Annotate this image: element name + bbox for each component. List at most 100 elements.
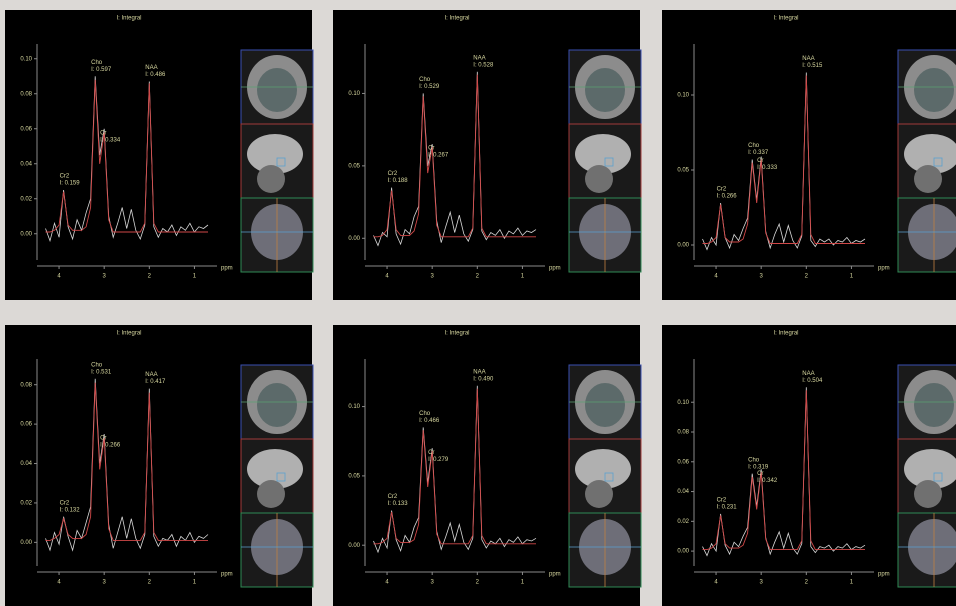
y-tick-label: 0.10 [677, 400, 689, 406]
y-tick-label: 0.04 [20, 161, 32, 167]
chart-title: I: Integral [116, 331, 141, 337]
brain-stem [257, 480, 285, 508]
y-tick-label: 0.00 [20, 231, 32, 237]
peak-integral: I: 0.279 [428, 457, 449, 463]
localizer-image [569, 124, 641, 198]
peak-label: Cho [419, 411, 431, 417]
localizer-image [569, 50, 641, 124]
chart-title: I: Integral [444, 16, 469, 22]
localizer-image [569, 198, 641, 272]
peak-integral: I: 0.333 [757, 165, 778, 171]
peak-label: Cr2 [388, 494, 398, 500]
brain-inner [257, 383, 297, 427]
y-tick-label: 0.05 [677, 168, 689, 174]
peak-label: Cr2 [717, 497, 727, 503]
localizer-image [241, 198, 313, 272]
peak-label: NAA [802, 371, 814, 377]
brain-stem [585, 165, 613, 193]
y-tick-label: 0.02 [677, 519, 689, 525]
chart-title: I: Integral [773, 331, 798, 337]
y-tick-label: 0.00 [348, 543, 360, 549]
peak-label: Cho [748, 457, 760, 463]
localizer-image [241, 365, 313, 439]
brain-inner [914, 68, 954, 112]
brain-inner [914, 383, 954, 427]
brain-stem [585, 480, 613, 508]
peak-integral: I: 0.531 [91, 369, 112, 375]
y-tick-label: 0.06 [677, 459, 689, 465]
panel: I: Integral0.000.050.104321ppmCr2I: 0.18… [333, 10, 641, 300]
localizer-image [898, 198, 956, 272]
y-tick-label: 0.04 [20, 461, 32, 467]
localizer-image [898, 439, 956, 513]
localizer-image [898, 513, 956, 587]
peak-integral: I: 0.417 [145, 379, 166, 385]
y-tick-label: 0.06 [20, 422, 32, 428]
brain-inner [585, 383, 625, 427]
y-tick-label: 0.08 [677, 430, 689, 436]
peak-integral: I: 0.490 [473, 376, 494, 382]
brain-stem [914, 480, 942, 508]
page: I: Integral0.000.020.040.060.080.104321p… [0, 0, 956, 606]
x-axis-label: ppm [221, 572, 233, 578]
y-tick-label: 0.10 [348, 91, 360, 97]
x-axis-label: ppm [878, 572, 890, 578]
peak-integral: I: 0.504 [802, 378, 823, 384]
chart-title: I: Integral [444, 331, 469, 337]
brain-stem [914, 165, 942, 193]
peak-integral: I: 0.231 [717, 504, 738, 510]
peak-integral: I: 0.267 [428, 153, 449, 159]
y-tick-label: 0.02 [20, 196, 32, 202]
peak-integral: I: 0.342 [757, 478, 778, 484]
peak-label: Cr [757, 158, 763, 164]
peak-integral: I: 0.132 [60, 507, 81, 513]
peak-label: NAA [802, 56, 814, 62]
peak-integral: I: 0.319 [748, 464, 769, 470]
peak-integral: I: 0.266 [100, 443, 121, 449]
y-tick-label: 0.00 [677, 243, 689, 249]
peak-integral: I: 0.159 [60, 181, 81, 187]
localizer-image [569, 439, 641, 513]
peak-integral: I: 0.515 [802, 63, 823, 69]
x-axis-label: ppm [878, 266, 890, 272]
peak-label: Cr2 [60, 500, 70, 506]
peak-label: Cho [419, 77, 431, 83]
peak-integral: I: 0.486 [145, 72, 166, 78]
y-tick-label: 0.00 [348, 236, 360, 242]
peak-integral: I: 0.266 [717, 194, 738, 200]
peak-label: NAA [473, 369, 485, 375]
peak-integral: I: 0.188 [388, 178, 409, 184]
peak-label: Cr [428, 146, 434, 152]
peak-integral: I: 0.528 [473, 62, 494, 68]
brain-stem [257, 165, 285, 193]
peak-label: Cr2 [60, 174, 70, 180]
y-tick-label: 0.10 [20, 56, 32, 62]
peak-label: Cr [100, 130, 106, 136]
peak-label: Cho [91, 362, 103, 368]
brain-inner [257, 68, 297, 112]
peak-label: Cr [100, 436, 106, 442]
chart-title: I: Integral [116, 16, 141, 22]
x-axis-label: ppm [221, 266, 233, 272]
localizer-image [241, 439, 313, 513]
y-tick-label: 0.05 [348, 163, 360, 169]
peak-label: Cr [757, 471, 763, 477]
peak-label: Cr2 [388, 171, 398, 177]
localizer-image [898, 50, 956, 124]
figure: I: Integral0.000.020.040.060.080.104321p… [0, 0, 956, 606]
panel: I: Integral0.000.020.040.060.084321ppmCr… [5, 325, 313, 606]
chart-title: I: Integral [773, 16, 798, 22]
peak-integral: I: 0.466 [419, 418, 440, 424]
y-tick-label: 0.06 [20, 126, 32, 132]
localizer-image [241, 124, 313, 198]
peak-label: Cho [91, 60, 103, 66]
y-tick-label: 0.00 [677, 549, 689, 555]
peak-label: Cho [748, 143, 760, 149]
localizer-image [898, 124, 956, 198]
localizer-image [898, 365, 956, 439]
y-tick-label: 0.08 [20, 382, 32, 388]
y-tick-label: 0.10 [348, 404, 360, 410]
y-tick-label: 0.04 [677, 489, 689, 495]
